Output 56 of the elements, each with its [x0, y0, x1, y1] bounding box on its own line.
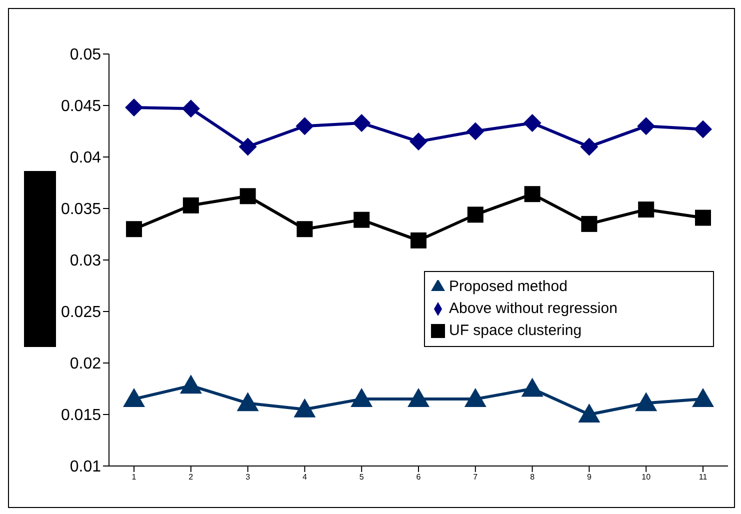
point — [350, 388, 373, 408]
y-tick-label: 0.015 — [60, 407, 102, 424]
point — [125, 98, 143, 117]
x-tick-label: 6 — [416, 472, 422, 482]
legend-label: Above without regression — [449, 300, 618, 317]
point — [524, 186, 540, 202]
x-tick-label: 9 — [586, 472, 592, 482]
y-tick-label: 0.03 — [70, 252, 102, 270]
point — [352, 114, 371, 132]
point — [123, 388, 145, 408]
point — [126, 221, 142, 238]
point — [296, 221, 313, 238]
x-tick-label: 5 — [359, 472, 364, 482]
point — [238, 138, 257, 156]
x-tick-label: 4 — [302, 472, 308, 482]
x-tick-label: 1 — [132, 472, 137, 482]
point — [236, 392, 259, 412]
point — [578, 404, 600, 422]
point — [580, 138, 598, 156]
x-tick-label: 10 — [642, 472, 652, 482]
x-tick-label: 11 — [698, 472, 708, 482]
point — [354, 212, 370, 228]
point — [410, 232, 426, 248]
y-tick-label: 0.04 — [70, 150, 102, 167]
x-tick-label: 3 — [246, 472, 251, 482]
point — [180, 374, 202, 394]
x-tick-label: 8 — [530, 472, 536, 482]
point — [635, 392, 658, 412]
y-tick-label: 0.05 — [70, 46, 102, 64]
y-tick-label: 0.02 — [70, 356, 102, 373]
point — [695, 210, 711, 226]
point — [182, 197, 199, 214]
point — [523, 114, 542, 132]
point — [182, 100, 200, 118]
point — [637, 117, 656, 136]
y-tick-label: 0.045 — [60, 98, 102, 116]
point — [464, 388, 486, 408]
point — [408, 388, 430, 408]
y-tick-label: 0.035 — [60, 201, 102, 218]
point — [410, 132, 428, 151]
legend-label: Proposed method — [449, 278, 568, 295]
point — [467, 206, 484, 223]
y-tick-label: 0.01 — [70, 458, 102, 476]
point — [581, 216, 598, 232]
point — [638, 202, 654, 218]
point — [294, 398, 316, 418]
point — [692, 388, 714, 408]
point — [240, 188, 256, 204]
point — [521, 378, 544, 397]
point — [694, 120, 712, 138]
y-tick-label: 0.025 — [60, 304, 102, 322]
x-tick-label: 7 — [473, 472, 478, 482]
point — [466, 122, 484, 140]
point — [296, 117, 314, 136]
x-tick-label: 2 — [188, 472, 194, 482]
legend-label: UF space clustering — [449, 322, 582, 339]
